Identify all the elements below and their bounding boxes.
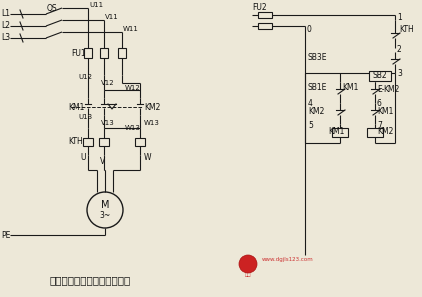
Text: QS: QS <box>47 4 58 12</box>
Text: 1: 1 <box>397 13 402 23</box>
Bar <box>135 138 145 146</box>
Text: KM1: KM1 <box>377 108 393 116</box>
Text: KM1: KM1 <box>342 83 358 91</box>
Text: 4: 4 <box>308 99 313 108</box>
Bar <box>258 12 272 18</box>
Text: L3: L3 <box>1 34 10 42</box>
Bar <box>369 71 391 81</box>
Circle shape <box>239 255 257 273</box>
Bar <box>84 48 92 58</box>
Text: 5: 5 <box>308 121 313 129</box>
Text: 2: 2 <box>397 45 402 53</box>
Text: 6: 6 <box>377 99 382 108</box>
Text: KTH: KTH <box>68 138 83 146</box>
Text: SB3E: SB3E <box>308 53 327 61</box>
Text: V12: V12 <box>101 80 115 86</box>
Text: 之家: 之家 <box>245 271 251 277</box>
Text: M: M <box>101 200 109 210</box>
Text: 0: 0 <box>307 24 312 34</box>
Text: U13: U13 <box>78 114 92 120</box>
Text: W: W <box>144 152 151 162</box>
Text: KM2: KM2 <box>383 86 399 94</box>
Text: SB1E: SB1E <box>308 83 327 92</box>
Text: 电工
技术: 电工 技术 <box>245 260 251 268</box>
Text: V13: V13 <box>101 120 115 126</box>
Text: KM1: KM1 <box>68 102 84 111</box>
Bar <box>332 128 348 137</box>
Bar <box>83 138 93 146</box>
Text: KM1: KM1 <box>328 127 344 137</box>
Text: PE: PE <box>1 230 11 239</box>
Text: W12: W12 <box>125 85 141 91</box>
Text: KM2: KM2 <box>377 127 393 137</box>
Text: V: V <box>100 157 105 167</box>
Text: 接触器联锁的正反转控制线路: 接触器联锁的正反转控制线路 <box>50 275 131 285</box>
Text: W11: W11 <box>123 26 139 32</box>
Text: KTH: KTH <box>399 26 414 34</box>
Text: 7: 7 <box>377 121 382 129</box>
Text: E-: E- <box>377 86 384 94</box>
Bar <box>258 23 272 29</box>
Text: U: U <box>80 152 86 162</box>
Text: 3: 3 <box>397 69 402 78</box>
Text: U12: U12 <box>78 74 92 80</box>
Text: V11: V11 <box>105 14 119 20</box>
Text: W13: W13 <box>144 120 160 126</box>
Text: www.dgjls123.com: www.dgjls123.com <box>262 257 314 263</box>
Text: KM2: KM2 <box>144 102 160 111</box>
Bar <box>118 48 126 58</box>
Bar <box>100 48 108 58</box>
Bar <box>99 138 109 146</box>
Text: L1: L1 <box>1 10 10 18</box>
Text: FU2: FU2 <box>252 2 267 12</box>
Text: L2: L2 <box>1 21 10 31</box>
Text: KM2: KM2 <box>308 108 325 116</box>
Text: FU1: FU1 <box>71 48 86 58</box>
Bar <box>367 128 383 137</box>
Text: U11: U11 <box>89 2 103 8</box>
Text: SB2: SB2 <box>373 70 388 80</box>
Text: W13: W13 <box>125 125 141 131</box>
Text: 3~: 3~ <box>99 211 111 219</box>
